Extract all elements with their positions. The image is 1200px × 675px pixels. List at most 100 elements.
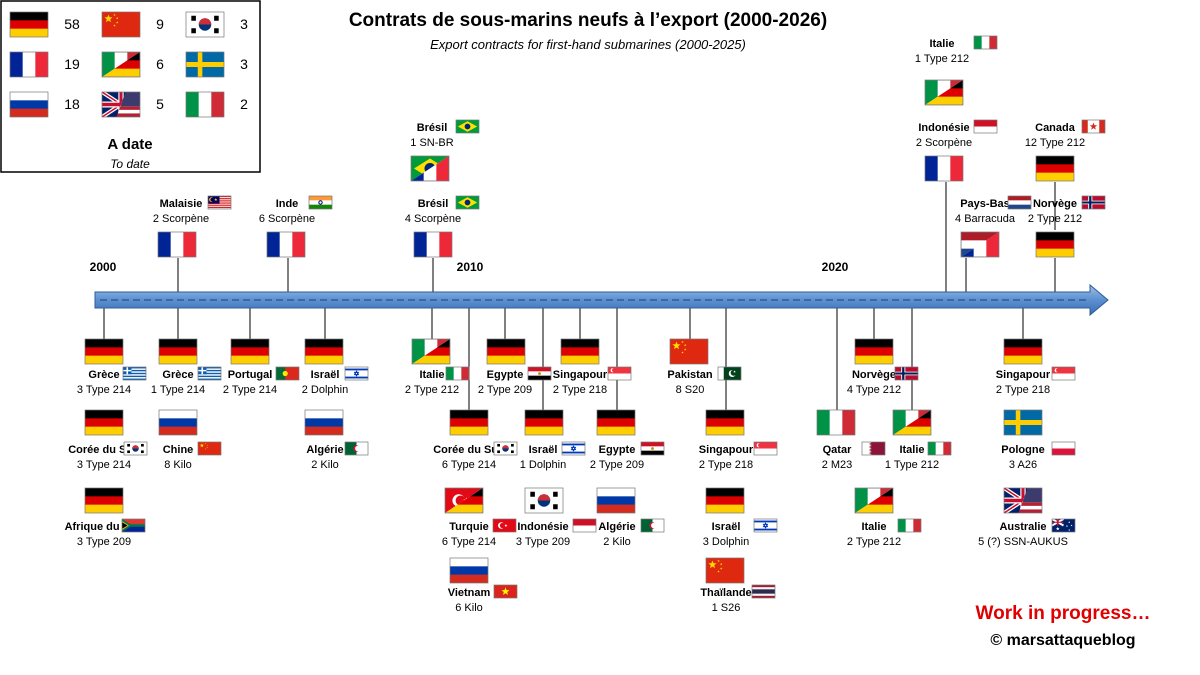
flag-ru-icon xyxy=(304,409,344,436)
legend-entry: 19 xyxy=(9,51,80,78)
contract-country: Brésil xyxy=(418,198,449,210)
contract-card: Singapour 2 Type 218 xyxy=(699,409,778,471)
flag-it-de-icon xyxy=(101,51,141,78)
flag-pt-icon xyxy=(275,366,300,381)
contract-card: Canada 12 Type 212 xyxy=(1025,119,1106,182)
flag-cn-icon xyxy=(197,441,222,456)
connector-lines xyxy=(103,182,1056,410)
contract-detail: 8 Kilo xyxy=(164,459,192,471)
contract-country: Pakistan xyxy=(667,369,713,381)
contract-country: Italie xyxy=(861,521,886,533)
contract-card: Malaisie 2 Scorpène xyxy=(153,195,232,258)
flag-gb-us-icon xyxy=(1003,487,1043,514)
contract-country: Singapour xyxy=(699,444,754,456)
contract-card: Vietnam 6 Kilo xyxy=(448,557,518,614)
contract-detail: 6 Kilo xyxy=(455,602,483,614)
contract-card: Brésil 4 Scorpène xyxy=(405,195,480,258)
work-in-progress-label: Work in progress… xyxy=(976,603,1151,624)
contract-card: Italie 1 Type 212 xyxy=(885,409,952,471)
flag-ca-icon xyxy=(1081,119,1106,134)
contract-detail: 2 Type 209 xyxy=(590,459,644,471)
chart-title: Contrats de sous-marins neufs à l’export… xyxy=(349,10,827,31)
flag-de-icon xyxy=(560,338,600,365)
contract-detail: 2 Type 214 xyxy=(223,384,277,396)
contract-card: Corée du Sud 3 Type 214 xyxy=(68,409,148,471)
legend-entry: 2 xyxy=(185,91,248,118)
legend: 58 19 18 9 6 5 3 3 2 A date To date xyxy=(0,0,261,173)
contract-detail: 2 Type 218 xyxy=(553,384,607,396)
contract-card: Italie 1 Type 212 xyxy=(915,35,998,106)
contract-detail: 2 Type 212 xyxy=(1028,213,1082,225)
contract-card: Algérie 2 Kilo xyxy=(304,409,369,471)
flag-kr-icon xyxy=(123,441,148,456)
flag-fr-icon xyxy=(266,231,306,258)
flag-ru-icon xyxy=(449,557,489,584)
legend-heading: A date xyxy=(107,136,152,153)
legend-count: 3 xyxy=(240,16,248,32)
flag-de-icon xyxy=(524,409,564,436)
contract-card: Norvège 2 Type 212 xyxy=(1028,195,1106,258)
flag-it-icon xyxy=(897,518,922,533)
contract-detail: 6 Type 214 xyxy=(442,459,496,471)
contract-detail: 3 A26 xyxy=(1009,459,1037,471)
flag-de-icon xyxy=(158,338,198,365)
flag-pk-icon xyxy=(717,366,742,381)
flag-br-fr-icon xyxy=(410,155,450,182)
contract-country: Pays-Bas xyxy=(960,198,1010,210)
flag-cn-icon xyxy=(669,338,709,365)
legend-count: 18 xyxy=(64,96,80,112)
flag-za-icon xyxy=(121,518,146,533)
contract-detail: 3 Type 214 xyxy=(77,459,131,471)
contract-detail: 8 S20 xyxy=(676,384,705,396)
contract-detail: 3 Type 214 xyxy=(77,384,131,396)
contract-detail: 2 Scorpène xyxy=(153,213,209,225)
contract-card: Australie 5 (?) SSN-AUKUS xyxy=(978,487,1076,548)
flag-de-icon xyxy=(486,338,526,365)
flag-ru-icon xyxy=(9,91,49,118)
contract-card: Singapour 2 Type 218 xyxy=(553,338,632,396)
flag-de-icon xyxy=(854,338,894,365)
flag-dz-icon xyxy=(640,518,665,533)
contract-detail: 2 Type 212 xyxy=(847,536,901,548)
flag-br-icon xyxy=(455,119,480,134)
flag-th-icon xyxy=(751,584,776,599)
contract-card: Corée du Sud 6 Type 214 xyxy=(433,409,518,471)
contract-detail: 4 Type 212 xyxy=(847,384,901,396)
flag-vn-icon xyxy=(493,584,518,599)
contract-country: Grèce xyxy=(88,369,119,381)
legend-entry: 18 xyxy=(9,91,80,118)
contract-detail: 6 Type 214 xyxy=(442,536,496,548)
contract-country: Qatar xyxy=(823,444,852,456)
flag-se-icon xyxy=(1003,409,1043,436)
legend-entry: 5 xyxy=(101,91,164,118)
contract-detail: 2 Kilo xyxy=(311,459,339,471)
contract-cards: Malaisie 2 Scorpène Inde 6 Scorpène Brésil 1 … xyxy=(65,35,1106,614)
contract-card: Chine 8 Kilo xyxy=(158,409,222,471)
contract-card: Pakistan 8 S20 xyxy=(667,338,742,396)
contract-detail: 1 Dolphin xyxy=(520,459,566,471)
legend-count: 19 xyxy=(64,56,80,72)
contract-card: Turquie 6 Type 214 xyxy=(442,487,517,548)
contract-card: Pologne 3 A26 xyxy=(1001,409,1076,471)
flag-tr-icon xyxy=(492,518,517,533)
flag-it-icon xyxy=(973,35,998,50)
contract-country: Algérie xyxy=(598,521,635,533)
contract-card: Singapour 2 Type 218 xyxy=(996,338,1076,396)
contract-country: Indonésie xyxy=(918,122,969,134)
contract-detail: 2 M23 xyxy=(822,459,853,471)
flag-de-icon xyxy=(705,409,745,436)
contract-country: Indonésie xyxy=(517,521,568,533)
flag-tr-de-icon xyxy=(444,487,484,514)
contract-detail: 1 S26 xyxy=(712,602,741,614)
flag-in-icon xyxy=(308,195,333,210)
flag-my-icon xyxy=(207,195,232,210)
contract-card: Israël 1 Dolphin xyxy=(520,409,586,471)
flag-fr-icon xyxy=(924,155,964,182)
contract-card: Italie 2 Type 212 xyxy=(847,487,922,548)
contract-country: Italie xyxy=(929,38,954,50)
flag-nl-icon xyxy=(1007,195,1032,210)
flag-it-icon xyxy=(816,409,856,436)
flag-eg-icon xyxy=(527,366,552,381)
contract-country: Brésil xyxy=(417,122,448,134)
contract-card: Indonésie 3 Type 209 xyxy=(516,487,597,548)
